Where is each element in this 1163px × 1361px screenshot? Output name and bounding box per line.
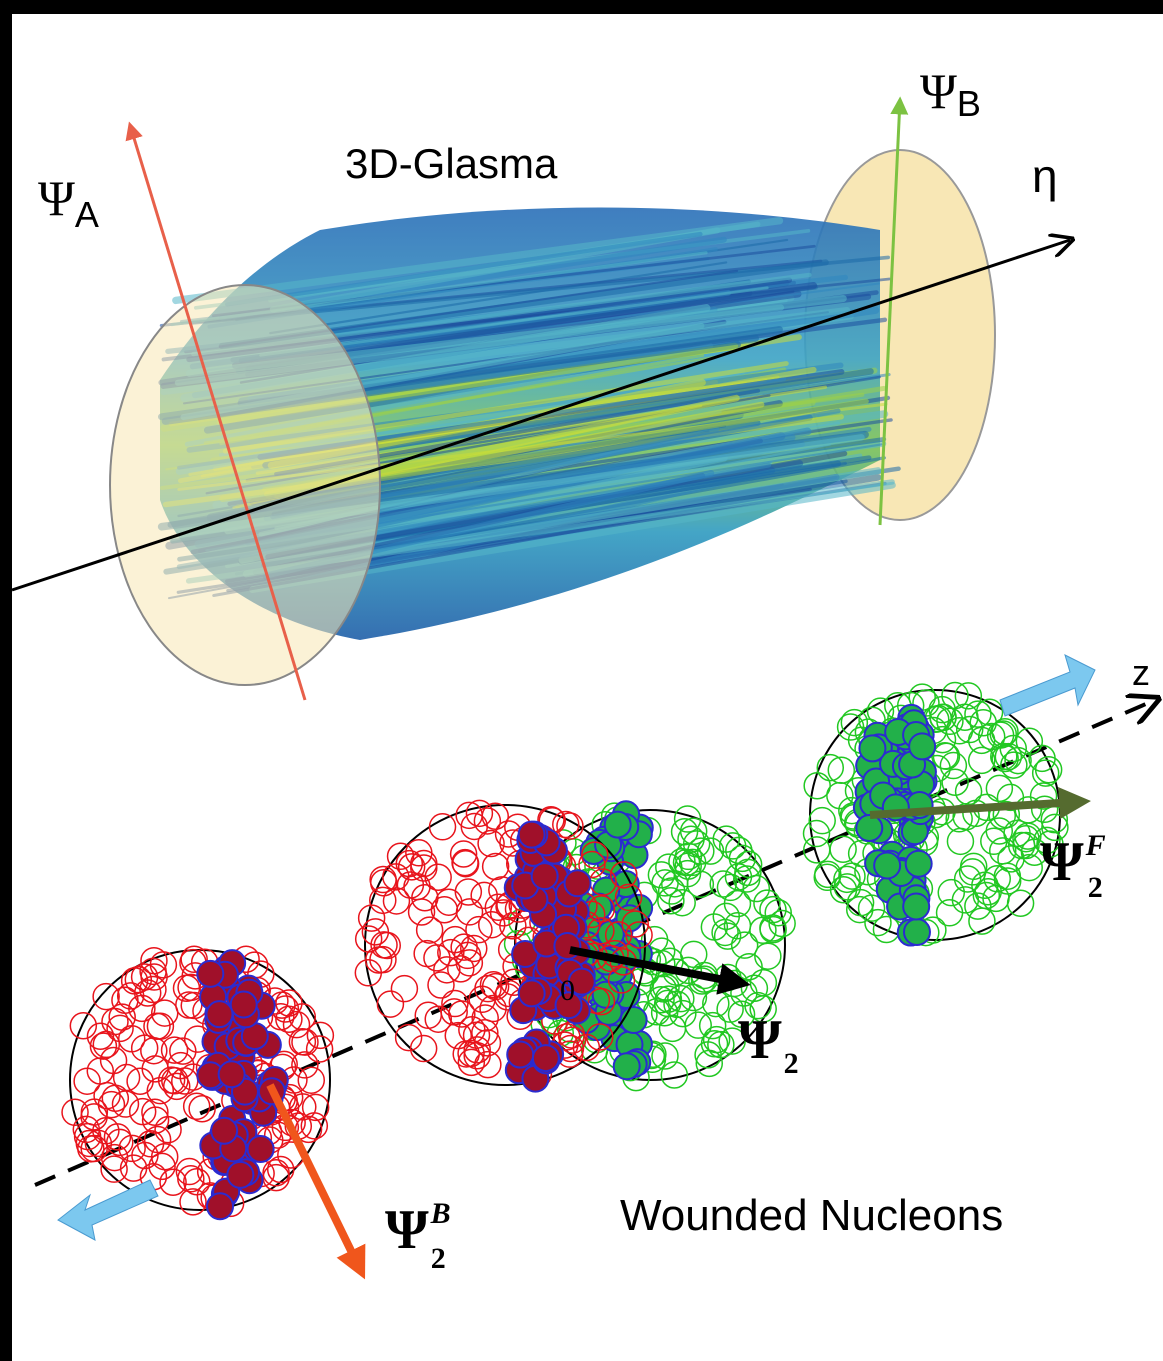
wounded-nucleon [231,992,257,1018]
wounded-nucleon [903,893,929,919]
nucleon [678,826,704,852]
wounded-nucleon [605,812,631,838]
nucleon [483,853,509,879]
beam-arrow-right [1000,655,1095,716]
nuclei [62,683,1068,1220]
wounded-nucleon [859,735,885,761]
symbol: Ψ [738,1009,782,1071]
wounded-nucleon [856,815,882,841]
wounded-nucleon [906,851,932,877]
nucleon [417,917,443,943]
nucleon [391,976,417,1002]
nucleon [102,1085,128,1111]
psi-a-label: ΨA [38,170,99,235]
psi-b-label: ΨB [920,63,981,124]
nucleon [127,1068,153,1094]
subscript: 2 [1088,871,1103,904]
psi2b-label: ΨB 2 [385,1197,451,1275]
wounded-nucleon [533,1045,559,1071]
nucleon [430,814,456,840]
nucleon [409,899,435,925]
nucleon [815,861,841,887]
nucleon [865,910,891,936]
wounded-nucleon [904,919,930,945]
nucleon [455,879,481,905]
wounded-nucleon [507,1042,533,1068]
left-border [0,0,12,1361]
wounded-nucleon [206,1001,232,1027]
nucleon [152,1144,178,1170]
wounded-nucleon [207,1193,233,1219]
psi2f-label: ΨF 2 [1040,829,1106,904]
nucleon [425,864,451,890]
nucleon [112,987,138,1013]
symbol: Ψ [920,63,957,119]
nucleon [289,1029,315,1055]
nucleon [969,727,995,753]
nucleon [436,889,462,915]
glasma-label: 3D-Glasma [345,140,558,187]
nucleon [755,943,781,969]
figure: ΨA 3D-Glasma ΨB η z 0 ΨB2 Ψ2 ΨF2 Wounded… [0,0,1163,1361]
nucleon [681,941,707,967]
z-label: z [1132,652,1150,693]
nucleon [830,836,856,862]
wounded-nucleon [909,733,935,759]
origin-label: 0 [560,974,575,1007]
beam-arrow-left [58,1180,158,1240]
nucleon [760,915,786,941]
wounded-nucleon [248,1136,274,1162]
disk-a [110,285,380,685]
wounded-label: Wounded Nucleons [620,1191,1003,1240]
nucleon [377,991,403,1017]
nucleon [847,897,873,923]
nucleon [660,1015,686,1041]
nucleon [415,1002,441,1028]
symbol: Ψ [38,170,75,226]
superscript: B [430,1197,451,1230]
wounded-nucleon [227,1162,253,1188]
nucleon [414,941,440,967]
psi2-label: Ψ2 [738,1009,799,1080]
wounded-nucleon [614,1053,640,1079]
nucleon [406,840,432,866]
superscript: F [1085,829,1106,862]
glasma-cylinder [110,150,995,685]
nucleon [986,775,1012,801]
nucleon [937,900,963,926]
wounded-nucleon [519,980,545,1006]
wounded-nucleon [211,1118,237,1144]
nucleon [453,851,479,877]
wounded-nucleon [519,822,545,848]
eta-label: η [1032,150,1058,202]
wounded-nucleon [621,1007,647,1033]
wounded-nucleon [219,1061,245,1087]
subscript: 2 [431,1242,446,1275]
subscript: 2 [784,1047,799,1080]
nucleon [750,970,776,996]
wounded-nucleon [565,870,591,896]
nucleon [93,1031,119,1057]
wounded-nucleon [197,961,223,987]
wounded-nucleon [532,863,558,889]
symbol: Ψ [1040,831,1084,893]
symbol: Ψ [385,1199,429,1261]
wounded-nucleon [874,853,900,879]
top-border [0,0,1163,14]
nucleon [176,992,202,1018]
subscript: A [75,194,99,235]
nucleon [986,818,1012,844]
subscript: B [957,83,981,124]
